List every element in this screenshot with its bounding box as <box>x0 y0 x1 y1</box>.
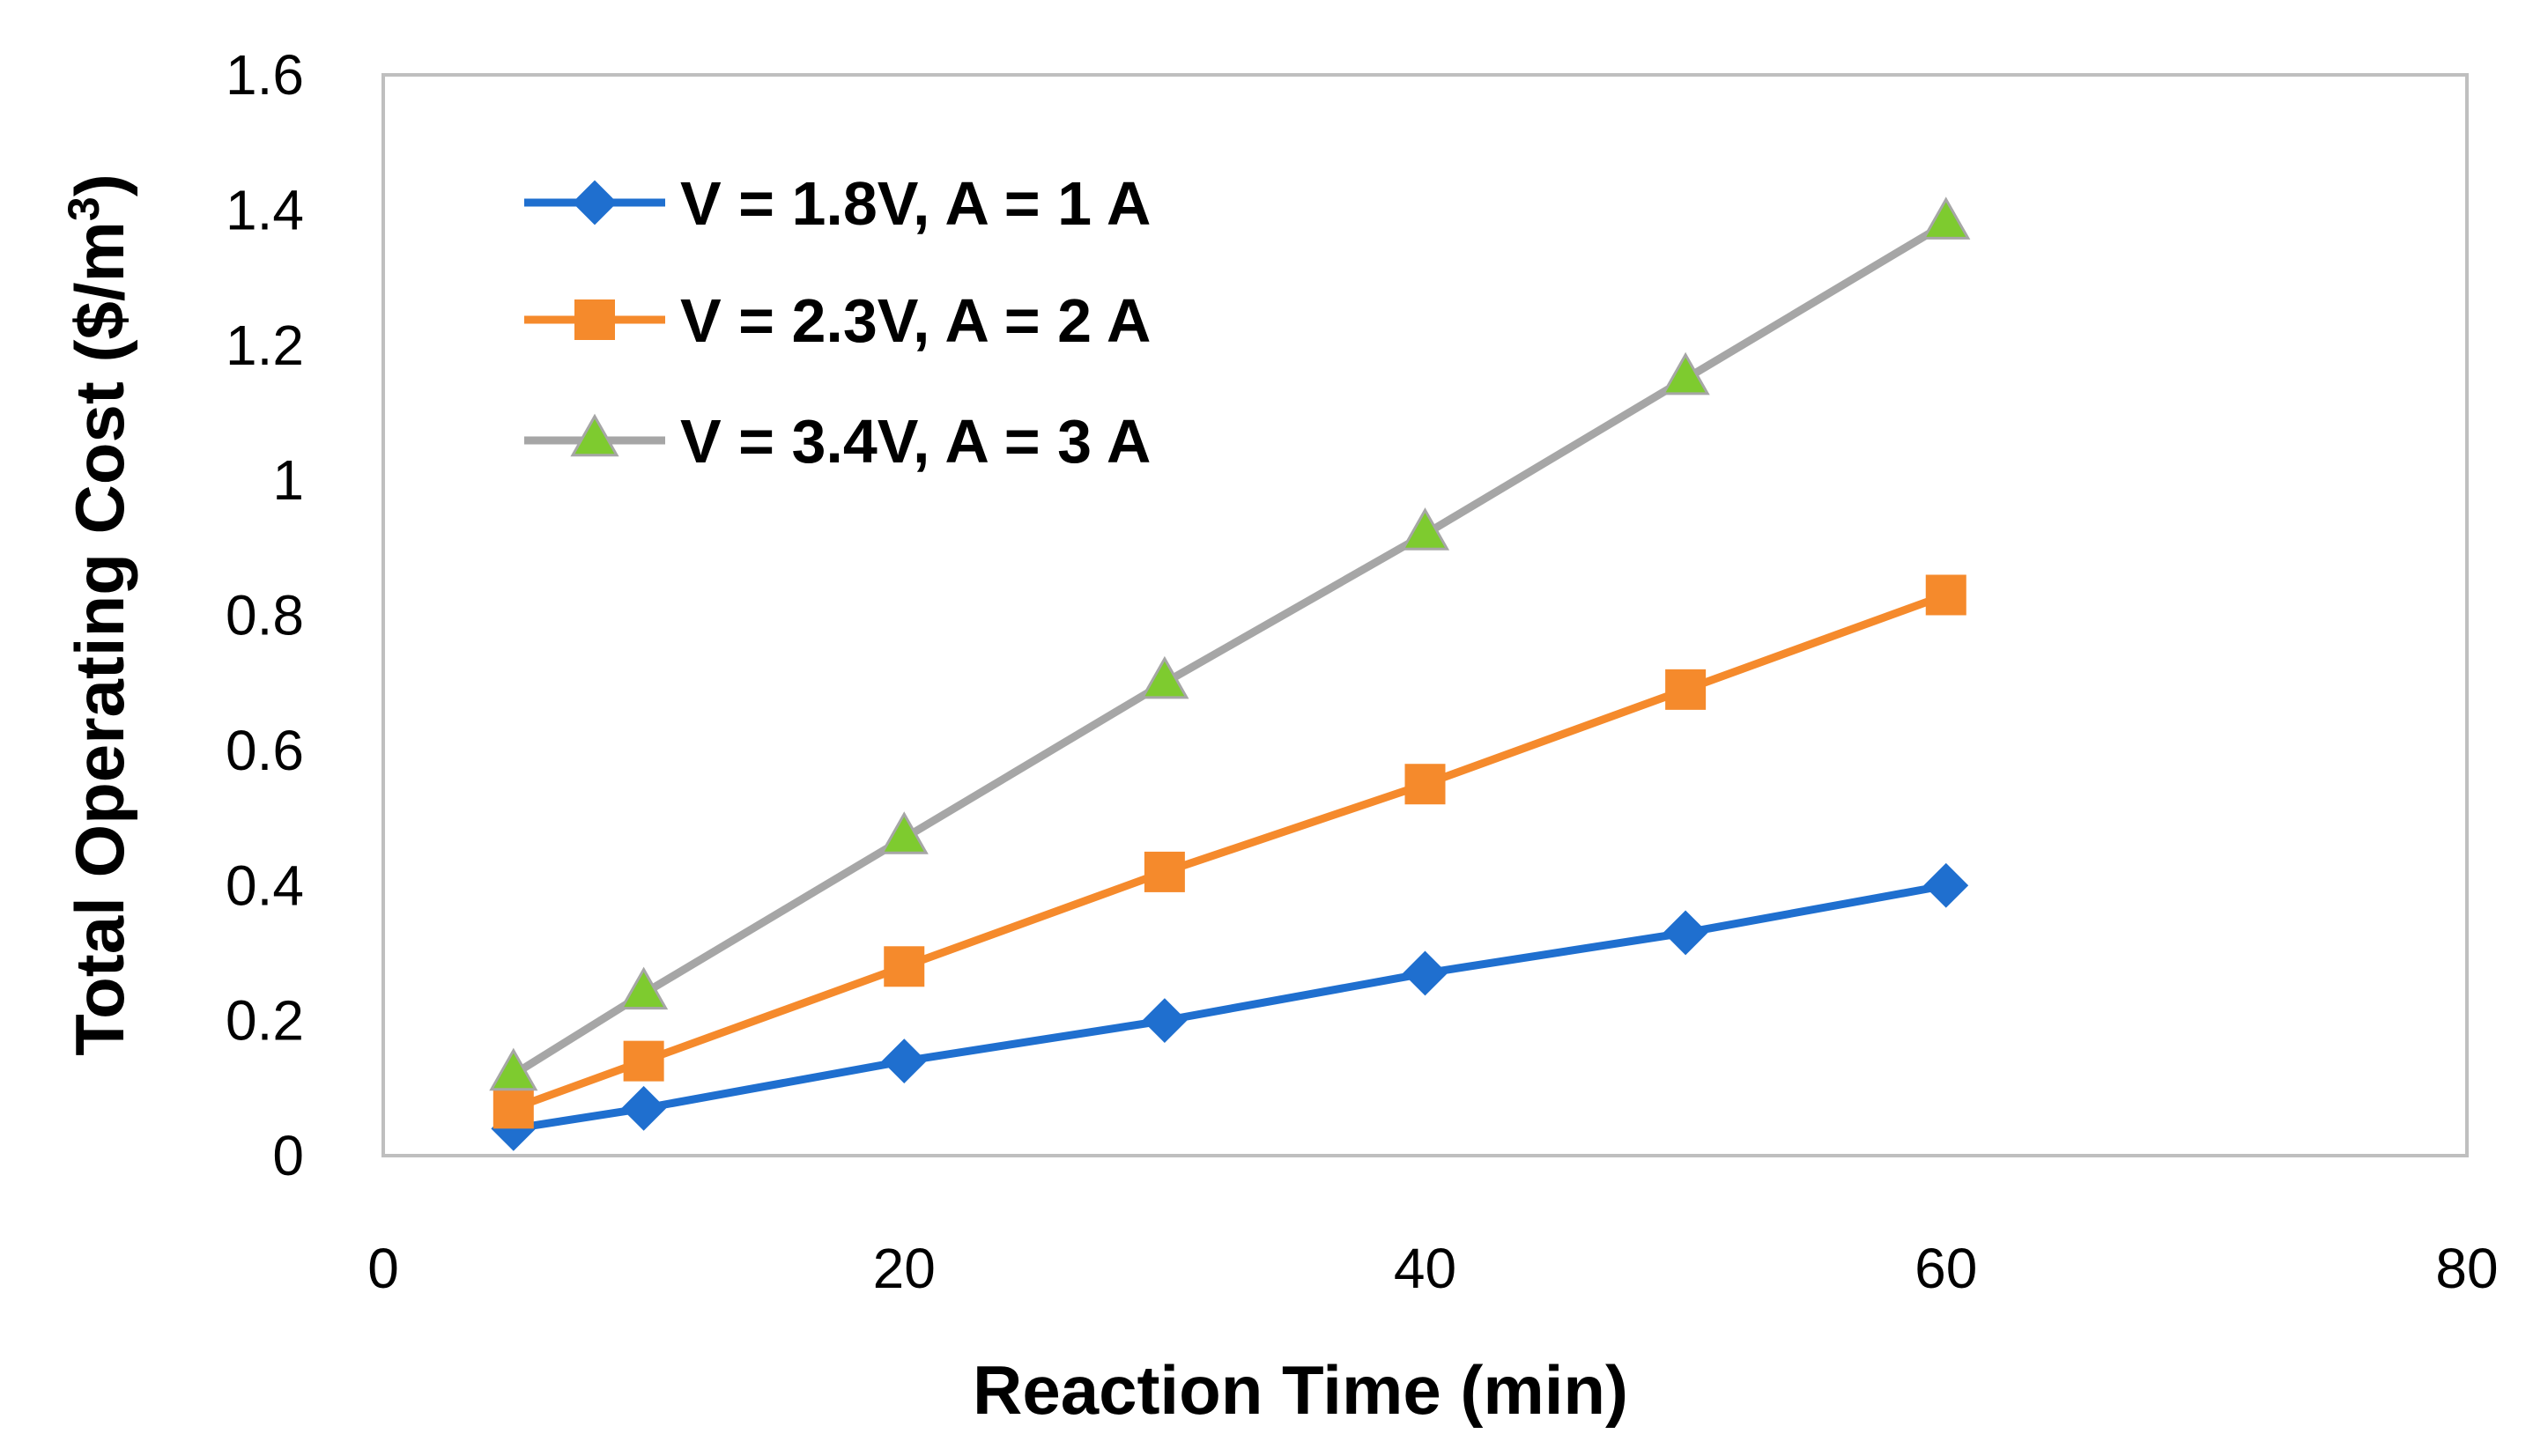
data-point <box>1922 196 1971 240</box>
data-point <box>1665 669 1707 710</box>
series-3 <box>489 196 1971 1091</box>
data-point <box>879 811 929 854</box>
data-point <box>1142 998 1188 1044</box>
legend-label: V = 3.4V, A = 3 A <box>680 407 1151 476</box>
legend-item: V = 1.8V, A = 1 A <box>524 169 1151 238</box>
legend-item: V = 3.4V, A = 3 A <box>524 407 1151 476</box>
series-1 <box>491 862 1969 1151</box>
legend-label: V = 1.8V, A = 1 A <box>680 169 1151 238</box>
data-point <box>493 1088 534 1129</box>
y-tick-label: 1.6 <box>226 43 304 107</box>
x-tick-label: 80 <box>2435 1237 2498 1300</box>
data-point <box>623 1040 664 1082</box>
x-axis-title: Reaction Time (min) <box>973 1351 1628 1429</box>
data-point <box>1663 910 1708 956</box>
legend: V = 1.8V, A = 1 A V = 2.3V, A = 2 A V = 3.… <box>524 169 1151 476</box>
x-tick-labels: 0 20 40 60 80 <box>367 1237 2498 1300</box>
y-tick-label: 1.2 <box>226 314 304 377</box>
x-tick-label: 20 <box>873 1237 936 1300</box>
y-axis-title-superscript: 3 <box>59 196 108 221</box>
data-point <box>1925 574 1966 616</box>
legend-marker <box>570 413 619 457</box>
data-point <box>1140 655 1189 699</box>
y-tick-label: 0.2 <box>226 989 304 1053</box>
y-tick-label: 1.4 <box>226 178 304 241</box>
y-axis-title: Total Operating Cost ($/m3) <box>59 174 138 1055</box>
data-point <box>1403 950 1448 996</box>
y-tick-label: 0.6 <box>226 719 304 782</box>
data-point <box>489 1047 538 1091</box>
y-tick-labels: 0 0.2 0.4 0.6 0.8 1 1.2 1.4 1.6 <box>226 43 304 1187</box>
x-tick-label: 40 <box>1394 1237 1456 1300</box>
y-tick-label: 0.8 <box>226 584 304 647</box>
data-point <box>1400 507 1450 551</box>
series-layer <box>489 196 1971 1151</box>
y-tick-label: 0 <box>272 1124 304 1187</box>
y-tick-label: 1 <box>272 448 304 512</box>
y-axis-title-close: ) <box>61 174 138 196</box>
data-point <box>619 966 669 1010</box>
data-point <box>1404 764 1446 805</box>
x-tick-label: 60 <box>1915 1237 1977 1300</box>
data-point <box>1144 851 1185 892</box>
y-axis-title-main: Total Operating Cost ($/m <box>61 221 138 1056</box>
data-point <box>621 1085 667 1131</box>
series-2 <box>493 574 1966 1129</box>
data-point <box>1661 351 1710 395</box>
legend-label: V = 2.3V, A = 2 A <box>680 286 1151 355</box>
data-point <box>884 946 925 987</box>
legend-marker <box>572 180 618 225</box>
data-point <box>881 1038 927 1084</box>
data-point <box>1923 862 1969 908</box>
legend-marker <box>574 299 615 340</box>
y-tick-label: 0.4 <box>226 854 304 917</box>
legend-item: V = 2.3V, A = 2 A <box>524 286 1151 355</box>
x-tick-label: 0 <box>367 1237 399 1300</box>
